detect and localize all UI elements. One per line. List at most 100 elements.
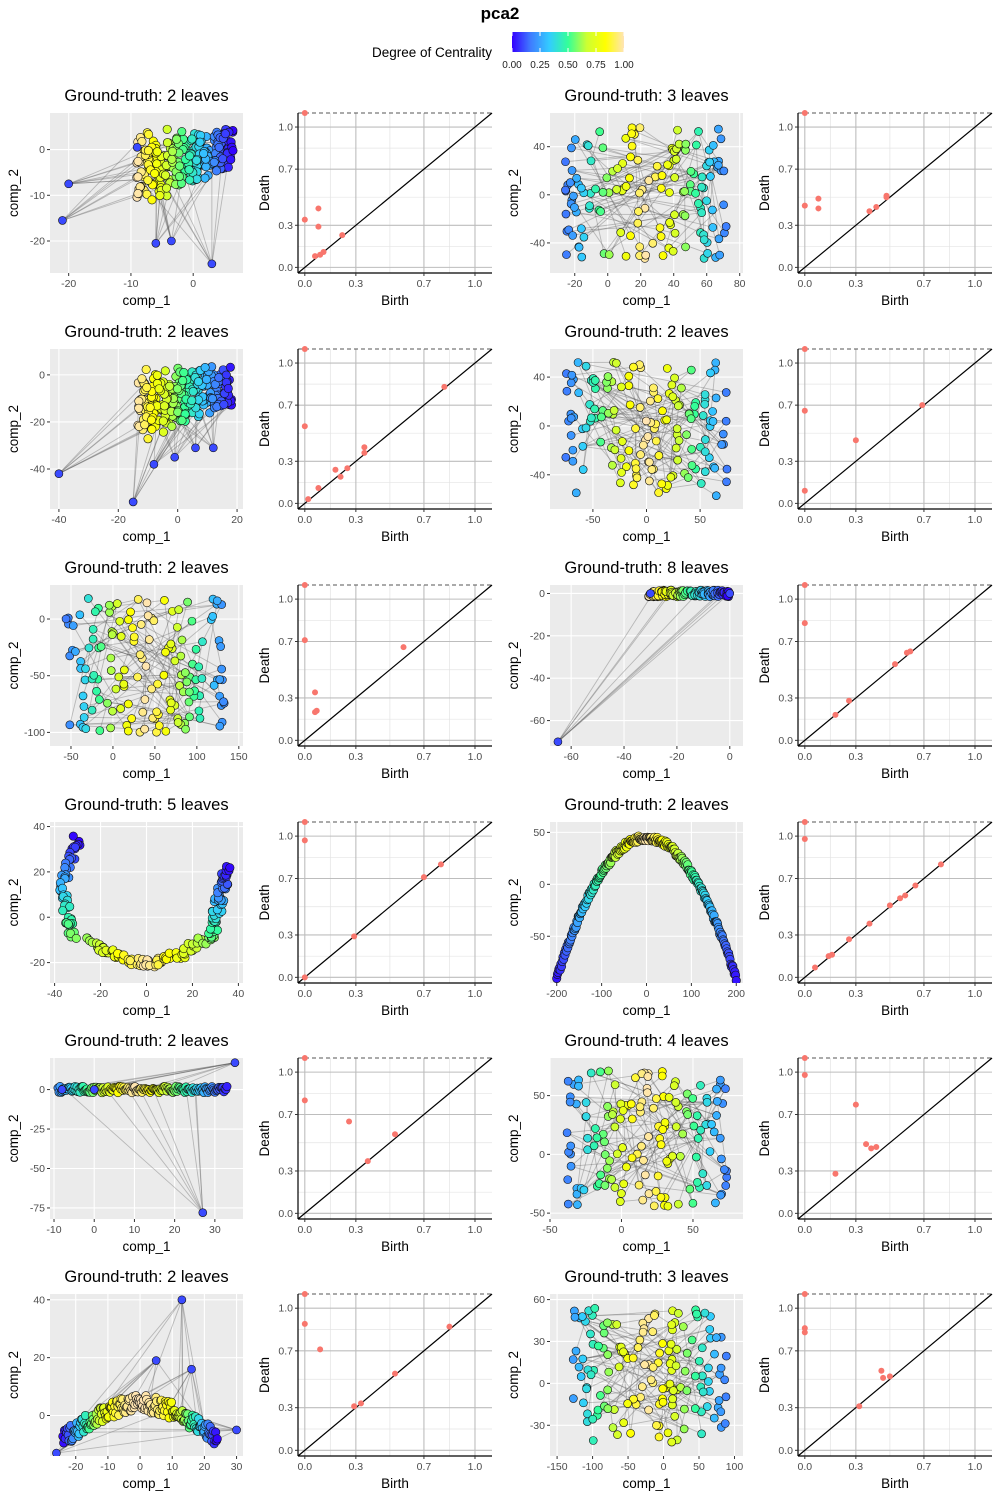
y-axis-label: comp_2 — [6, 1114, 21, 1162]
scatter-point — [652, 1421, 661, 1430]
scatter-point — [721, 416, 731, 426]
scatter-point — [662, 364, 672, 373]
persistence-point — [880, 1374, 887, 1381]
scatter-point — [602, 173, 612, 183]
scatter-point — [697, 172, 707, 182]
x-axis-label: comp_1 — [122, 1239, 170, 1254]
x-tick-label: -20 — [111, 514, 126, 526]
y-tick-label: 1.0 — [778, 594, 793, 606]
persistence-point — [301, 1320, 308, 1327]
scatter-point — [600, 1137, 609, 1147]
scatter-point — [692, 140, 701, 150]
y-tick-label: 0 — [39, 614, 45, 626]
scatter-point — [689, 1121, 699, 1131]
scatter-point — [566, 413, 576, 423]
scatter-point — [603, 1350, 613, 1359]
x-tick-label: -50 — [585, 514, 600, 526]
y-tick-label: -10 — [30, 190, 45, 202]
scatter-point — [214, 373, 224, 383]
scatter-point — [225, 863, 235, 873]
scatter-point — [175, 161, 185, 171]
scatter-point — [194, 662, 204, 672]
scatter-point — [603, 1404, 613, 1413]
scatter-point — [174, 605, 184, 615]
x-tick-label: 30 — [209, 1224, 221, 1236]
scatter-point — [581, 423, 591, 433]
scatter-point — [715, 1133, 725, 1143]
persistence-point — [317, 1346, 324, 1353]
scatter-point — [693, 1178, 702, 1187]
scatter-point — [594, 1341, 603, 1351]
y-tick-label: -40 — [530, 469, 545, 481]
scatter-point — [657, 1071, 667, 1081]
scatter-point — [184, 697, 194, 707]
scatter-point — [663, 160, 672, 170]
persistence-point — [801, 1055, 808, 1061]
scatter-point — [707, 1120, 716, 1129]
x-axis-label: comp_1 — [622, 529, 670, 544]
key-point — [232, 1425, 241, 1435]
key-point — [207, 259, 217, 269]
persistence-point — [863, 1141, 870, 1148]
scatter-point — [566, 378, 576, 388]
key-point — [89, 1085, 99, 1094]
scatter-point — [669, 1081, 679, 1090]
scatter-point — [643, 1088, 652, 1097]
scatter-point — [656, 1140, 666, 1150]
scatter-point — [688, 1094, 698, 1103]
scatter-point — [655, 223, 665, 233]
scatter-point — [84, 594, 93, 603]
scatter-point — [633, 155, 643, 165]
scatter-point — [646, 1375, 656, 1385]
persistence-point — [301, 216, 308, 223]
scatter-point — [656, 183, 666, 193]
x-tick-label: -50 — [620, 1461, 635, 1473]
persistence-point — [868, 1145, 875, 1152]
scatter-point — [668, 1151, 677, 1161]
y-axis-label: comp_2 — [506, 405, 521, 453]
scatter-point — [103, 698, 112, 708]
persistence-point — [801, 202, 808, 209]
y-tick-label: 0.3 — [278, 220, 293, 232]
x-tick-label: 1.0 — [468, 988, 483, 1000]
scatter-point — [720, 1165, 729, 1174]
scatter-point — [155, 191, 165, 201]
scatter-point — [704, 1377, 713, 1386]
scatter-point — [629, 1394, 638, 1404]
scatter-panel: -20 0 20 40 60 80 -40 0 40 Ground-truth: 3 leaves… — [506, 87, 746, 308]
scatter-point — [106, 723, 115, 733]
panel-title: Ground-truth: 2 leaves — [564, 323, 728, 341]
scatter-point — [141, 364, 151, 374]
scatter-point — [217, 664, 226, 674]
scatter-point — [716, 1407, 726, 1417]
y-tick-label: 0.7 — [278, 400, 293, 412]
persistence-point — [801, 346, 808, 352]
scatter-point — [608, 460, 617, 470]
scatter-point — [571, 1346, 581, 1356]
y-tick-label: -40 — [530, 237, 545, 249]
key-point — [230, 1058, 240, 1068]
scatter-point — [222, 1082, 232, 1092]
scatter-point — [612, 358, 621, 368]
persistence-point — [907, 648, 914, 655]
x-tick-label: -10 — [123, 278, 138, 290]
y-axis-label: comp_2 — [506, 169, 521, 217]
legend-colorbar: 0.00 0.25 0.50 0.75 1.00 — [502, 32, 634, 71]
key-point — [191, 443, 200, 453]
scatter-point — [116, 704, 125, 713]
scatter-point — [650, 1311, 659, 1320]
scatter-point — [563, 1175, 573, 1184]
scatter-point — [638, 1195, 648, 1205]
scatter-point — [128, 623, 137, 633]
scatter-point — [152, 707, 161, 717]
scatter-point — [641, 416, 651, 426]
scatter-point — [120, 665, 129, 675]
scatter-point — [696, 479, 706, 488]
persistence-point — [301, 423, 308, 430]
scatter-point — [137, 137, 147, 147]
scatter-point — [596, 437, 605, 447]
y-tick-label: 40 — [533, 141, 545, 153]
scatter-point — [223, 383, 233, 393]
scatter-point — [183, 597, 192, 607]
persistence-point — [897, 895, 904, 902]
